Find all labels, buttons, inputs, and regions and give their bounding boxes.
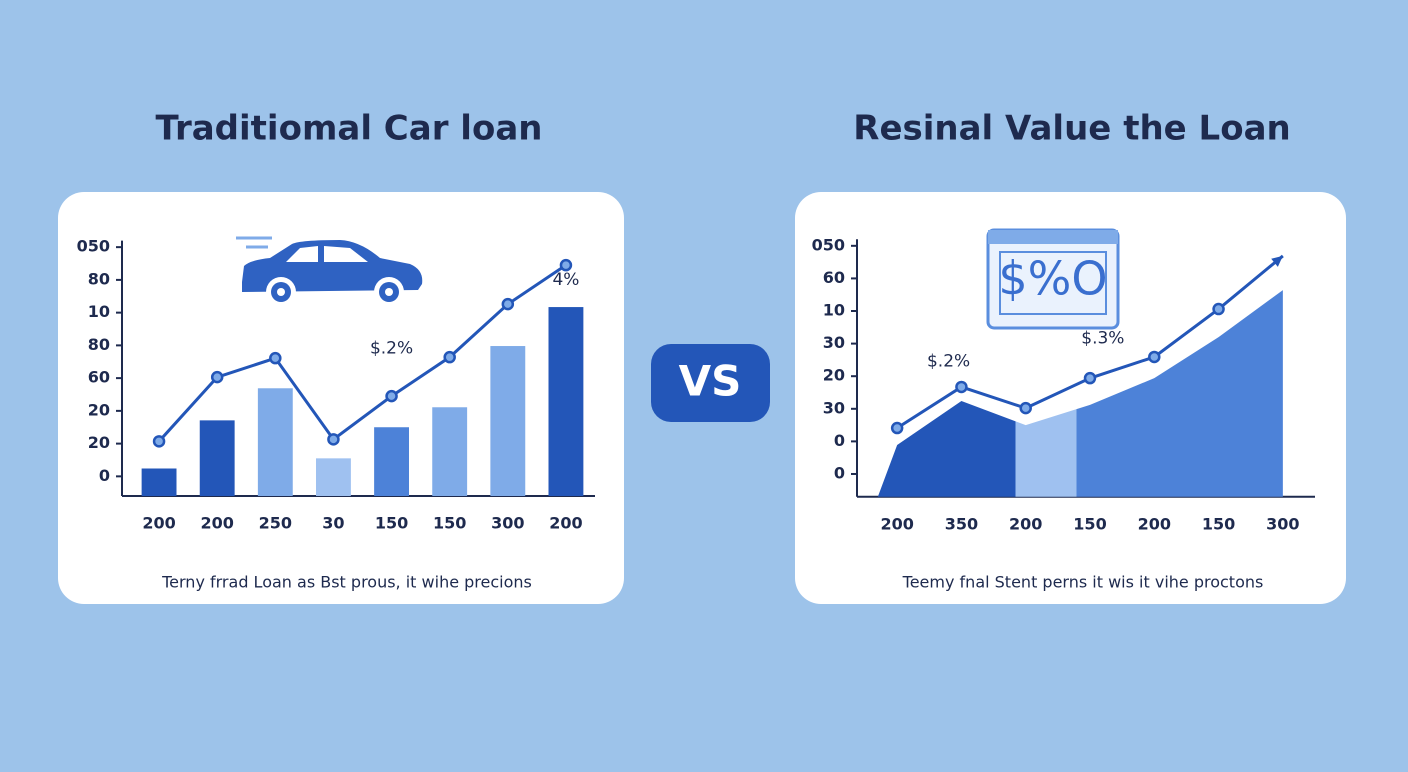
line-point: [327, 433, 340, 446]
right-card: [795, 192, 1346, 604]
annotation: 4%: [552, 270, 579, 290]
bar: [374, 427, 409, 496]
bar: [316, 458, 351, 496]
y-tick-label: 20: [823, 366, 845, 385]
y-tick-label: 60: [88, 368, 110, 387]
line-point: [1212, 302, 1225, 316]
y-tick-label: 30: [823, 398, 845, 417]
left-card: [58, 192, 624, 604]
y-tick-label: 10: [823, 301, 845, 320]
line-point: [501, 297, 515, 311]
x-tick-label: 30: [322, 514, 344, 533]
money-icon: $%O: [986, 228, 1120, 330]
y-tick-label: 0: [99, 466, 110, 485]
x-tick-label: 250: [259, 514, 292, 533]
y-tick-label: 0: [834, 431, 845, 450]
x-tick-label: 200: [880, 514, 913, 533]
bar: [432, 407, 468, 496]
y-tick-label: 20: [88, 433, 110, 452]
y-tick-label: 80: [88, 335, 110, 354]
y-tick-label: 20: [88, 400, 110, 419]
line-point: [385, 389, 398, 403]
vs-label: VS: [679, 357, 742, 406]
x-tick-label: 150: [375, 514, 408, 533]
annotation: $.2%: [370, 339, 413, 359]
y-tick-label: 050: [77, 237, 110, 256]
x-tick-label: 200: [200, 514, 233, 533]
left-title: Traditiomal Car loan: [156, 109, 543, 149]
x-tick-label: 200: [142, 514, 175, 533]
line-point: [559, 258, 573, 272]
y-tick-label: 80: [88, 269, 110, 288]
line-point: [1148, 350, 1161, 364]
line-point: [890, 421, 904, 435]
line-point: [1083, 371, 1097, 385]
annotation: $.3%: [1081, 329, 1124, 349]
line-arrow: [1271, 255, 1283, 267]
x-tick-label: 200: [1138, 514, 1171, 533]
right-caption: Teemy fnal Stent perns it wis it vihe pr…: [902, 573, 1264, 592]
bar: [548, 307, 584, 496]
line-point: [443, 350, 456, 364]
vs-badge: [651, 344, 770, 422]
line-point: [269, 351, 282, 365]
x-tick-label: 200: [1009, 514, 1042, 533]
bar: [490, 346, 526, 496]
y-tick-label: 050: [812, 235, 845, 254]
x-tick-label: 300: [491, 514, 524, 533]
area: [877, 290, 1283, 497]
line-point: [955, 380, 968, 394]
x-tick-label: 200: [549, 514, 582, 533]
y-tick-label: 10: [88, 302, 110, 321]
line-point: [152, 435, 166, 448]
left-caption: Terny frrad Loan as Bst prous, it wihe p…: [161, 573, 532, 592]
line-point: [210, 370, 224, 384]
line: [157, 263, 567, 443]
car-icon: [236, 236, 423, 307]
line-point: [1019, 401, 1032, 415]
icon-text: $%O: [998, 252, 1107, 306]
x-tick-label: 150: [1202, 514, 1235, 533]
bar: [257, 388, 293, 496]
bar: [199, 420, 235, 496]
y-tick-label: 60: [823, 268, 845, 287]
y-tick-label: 0: [834, 463, 845, 482]
x-tick-label: 150: [1073, 514, 1106, 533]
bar: [141, 468, 177, 496]
x-tick-label: 350: [945, 514, 978, 533]
x-tick-label: 300: [1266, 514, 1299, 533]
x-tick-label: 150: [433, 514, 466, 533]
right-title: Resinal Value the Loan: [853, 109, 1290, 149]
y-tick-label: 30: [823, 333, 845, 352]
annotation: $.2%: [927, 352, 970, 372]
